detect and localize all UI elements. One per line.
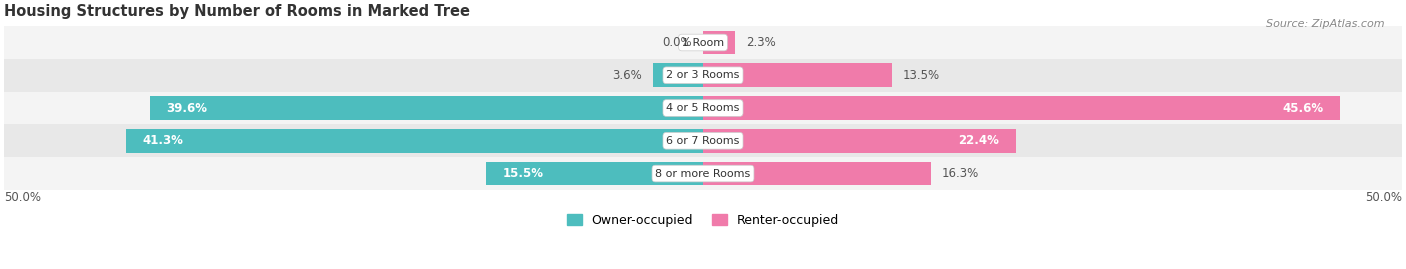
Bar: [4, 125, 1402, 157]
Bar: [703, 96, 1340, 120]
Bar: [486, 162, 703, 185]
Text: 2.3%: 2.3%: [747, 36, 776, 49]
Text: 2 or 3 Rooms: 2 or 3 Rooms: [666, 70, 740, 80]
Text: Housing Structures by Number of Rooms in Marked Tree: Housing Structures by Number of Rooms in…: [4, 4, 470, 19]
Text: 0.0%: 0.0%: [662, 36, 692, 49]
Text: 50.0%: 50.0%: [1365, 191, 1402, 204]
Bar: [652, 63, 703, 87]
Bar: [125, 129, 703, 153]
Bar: [4, 92, 1402, 125]
Text: 41.3%: 41.3%: [142, 134, 183, 147]
Legend: Owner-occupied, Renter-occupied: Owner-occupied, Renter-occupied: [562, 209, 844, 232]
Bar: [703, 63, 891, 87]
Text: 8 or more Rooms: 8 or more Rooms: [655, 169, 751, 179]
Text: 16.3%: 16.3%: [942, 167, 979, 180]
Bar: [703, 129, 1017, 153]
Text: 6 or 7 Rooms: 6 or 7 Rooms: [666, 136, 740, 146]
Text: 15.5%: 15.5%: [503, 167, 544, 180]
Bar: [4, 59, 1402, 92]
Bar: [149, 96, 703, 120]
Text: 13.5%: 13.5%: [903, 69, 941, 82]
Text: 1 Room: 1 Room: [682, 37, 724, 48]
Text: 4 or 5 Rooms: 4 or 5 Rooms: [666, 103, 740, 113]
Text: 50.0%: 50.0%: [4, 191, 41, 204]
Text: 3.6%: 3.6%: [612, 69, 641, 82]
Text: 39.6%: 39.6%: [166, 101, 207, 115]
Bar: [4, 157, 1402, 190]
Text: 22.4%: 22.4%: [959, 134, 1000, 147]
Bar: [703, 162, 931, 185]
Text: Source: ZipAtlas.com: Source: ZipAtlas.com: [1267, 19, 1385, 29]
Bar: [4, 26, 1402, 59]
Bar: [703, 31, 735, 54]
Text: 45.6%: 45.6%: [1282, 101, 1323, 115]
